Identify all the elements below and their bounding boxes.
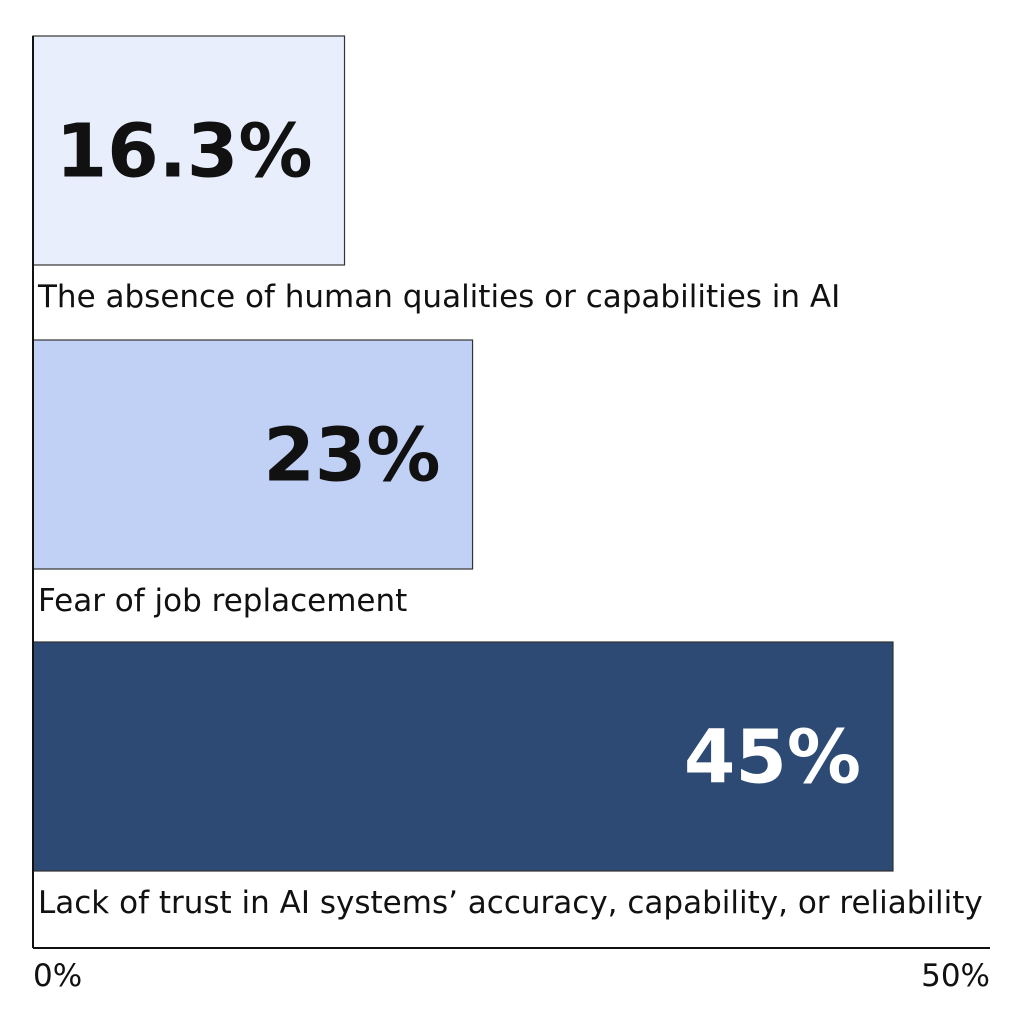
bar	[32, 339, 474, 570]
bar-value-label: 45%	[684, 715, 861, 801]
x-tick-label: 0%	[33, 958, 82, 994]
bar	[32, 35, 346, 266]
bar-value-label: 16.3%	[56, 109, 313, 195]
category-label: The absence of human qualities or capabi…	[37, 279, 840, 315]
x-tick-label: 50%	[921, 958, 990, 994]
bar-value-label: 23%	[263, 413, 440, 499]
bar	[32, 641, 894, 872]
category-label: Lack of trust in AI systems’ accuracy, c…	[38, 885, 983, 921]
category-label: Fear of job replacement	[38, 583, 407, 619]
